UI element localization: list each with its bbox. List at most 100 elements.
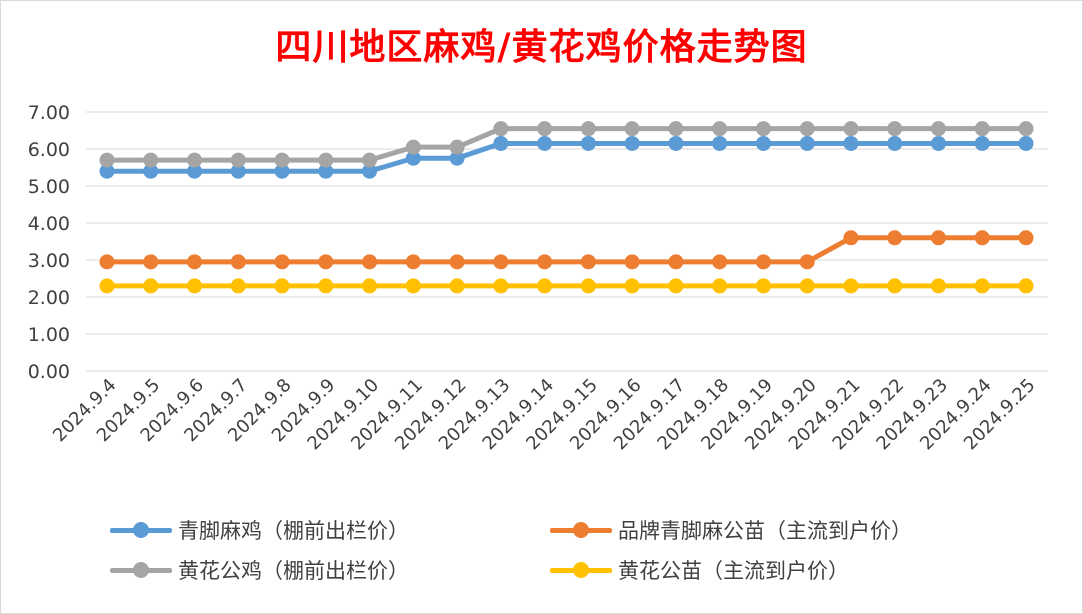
- data-point: [143, 152, 159, 168]
- data-point: [712, 254, 728, 270]
- series-line-3: [104, 126, 1029, 163]
- data-point: [712, 135, 728, 151]
- data-point: [974, 278, 990, 294]
- data-point: [843, 230, 859, 246]
- legend-item-series-4: 黄花公苗（主流到户价）: [550, 552, 849, 588]
- data-point: [799, 278, 815, 294]
- data-point: [449, 139, 465, 155]
- legend-swatch-series-2: [550, 512, 612, 548]
- data-point: [187, 163, 203, 179]
- data-point: [143, 163, 159, 179]
- data-point: [624, 278, 640, 294]
- data-point: [493, 254, 509, 270]
- data-point: [449, 278, 465, 294]
- data-point: [318, 278, 334, 294]
- data-point: [537, 135, 553, 151]
- legend-swatch-series-3: [110, 552, 172, 588]
- y-tick-label: 4.00: [28, 213, 70, 235]
- data-point: [974, 230, 990, 246]
- data-point: [799, 254, 815, 270]
- data-point: [712, 121, 728, 137]
- y-tick-label: 5.00: [28, 176, 70, 198]
- legend-label-series-3: 黄花公鸡（棚前出栏价）: [178, 559, 409, 583]
- data-point: [624, 135, 640, 151]
- chart-legend: 青脚麻鸡（棚前出栏价） 品牌青脚麻公苗（主流到户价） 黄花公鸡（棚前出栏价） 黄…: [110, 510, 1010, 590]
- data-point: [362, 254, 378, 270]
- data-point: [537, 121, 553, 137]
- data-point: [274, 152, 290, 168]
- legend-marker-series-2: [573, 522, 589, 538]
- data-point: [887, 135, 903, 151]
- data-point: [755, 254, 771, 270]
- data-point: [187, 254, 203, 270]
- data-point: [230, 254, 246, 270]
- data-point: [668, 121, 684, 137]
- data-point: [799, 135, 815, 151]
- data-point: [887, 230, 903, 246]
- data-point: [930, 278, 946, 294]
- data-point: [580, 278, 596, 294]
- data-point: [493, 135, 509, 151]
- data-point: [99, 163, 115, 179]
- data-point: [537, 254, 553, 270]
- legend-item-series-3: 黄花公鸡（棚前出栏价）: [110, 552, 409, 588]
- y-tick-label: 0.00: [28, 361, 70, 383]
- data-point: [187, 278, 203, 294]
- legend-label-series-1: 青脚麻鸡（棚前出栏价）: [178, 519, 409, 543]
- data-point: [143, 254, 159, 270]
- data-point: [712, 278, 728, 294]
- data-point: [624, 254, 640, 270]
- data-point: [318, 152, 334, 168]
- data-point: [362, 163, 378, 179]
- data-point: [143, 278, 159, 294]
- legend-item-series-2: 品牌青脚麻公苗（主流到户价）: [550, 512, 912, 548]
- legend-label-series-2: 品牌青脚麻公苗（主流到户价）: [618, 519, 912, 543]
- data-point: [405, 150, 421, 166]
- data-point: [493, 121, 509, 137]
- y-tick-label: 2.00: [28, 287, 70, 309]
- data-point: [930, 135, 946, 151]
- data-point: [843, 121, 859, 137]
- data-point: [449, 254, 465, 270]
- data-point: [187, 152, 203, 168]
- data-point: [1018, 135, 1034, 151]
- data-point: [1018, 230, 1034, 246]
- data-point: [230, 163, 246, 179]
- data-point: [843, 278, 859, 294]
- data-point: [668, 278, 684, 294]
- data-point: [1018, 278, 1034, 294]
- data-point: [318, 254, 334, 270]
- data-point: [537, 278, 553, 294]
- legend-swatch-series-1: [110, 512, 172, 548]
- data-point: [580, 135, 596, 151]
- y-tick-label: 6.00: [28, 139, 70, 161]
- data-point: [930, 121, 946, 137]
- data-point: [974, 121, 990, 137]
- data-point: [668, 254, 684, 270]
- data-point: [624, 121, 640, 137]
- legend-marker-series-4: [573, 562, 589, 578]
- data-point: [449, 150, 465, 166]
- data-point: [230, 152, 246, 168]
- data-point: [99, 278, 115, 294]
- data-point: [274, 254, 290, 270]
- data-point: [405, 278, 421, 294]
- data-point: [405, 139, 421, 155]
- y-tick-label: 1.00: [28, 324, 70, 346]
- legend-label-series-4: 黄花公苗（主流到户价）: [618, 559, 849, 583]
- data-point: [843, 135, 859, 151]
- data-point: [274, 163, 290, 179]
- data-point: [318, 163, 334, 179]
- data-point: [274, 278, 290, 294]
- series-line-2: [104, 235, 1029, 265]
- data-point: [799, 121, 815, 137]
- data-point: [1018, 121, 1034, 137]
- data-point: [755, 278, 771, 294]
- data-point: [755, 135, 771, 151]
- y-tick-label: 3.00: [28, 250, 70, 272]
- data-point: [887, 121, 903, 137]
- legend-item-series-1: 青脚麻鸡（棚前出栏价）: [110, 512, 409, 548]
- data-point: [755, 121, 771, 137]
- data-point: [580, 254, 596, 270]
